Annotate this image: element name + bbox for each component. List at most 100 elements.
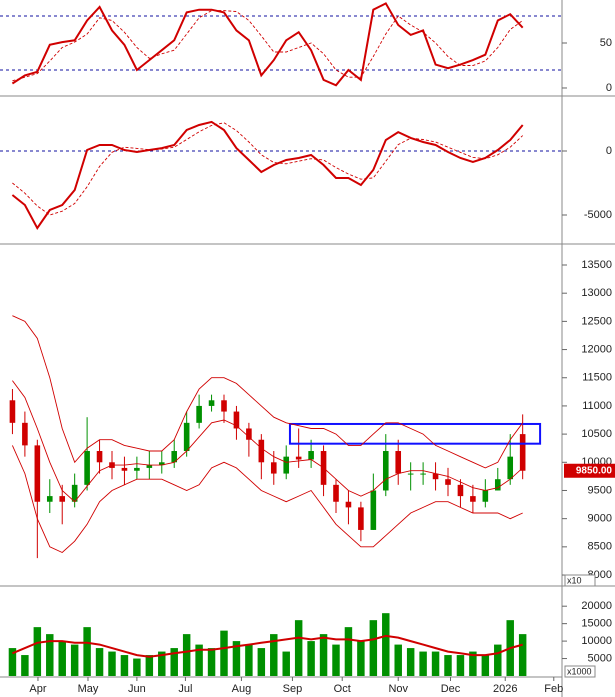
candle-body: [171, 451, 178, 463]
candle-body: [507, 456, 514, 480]
candle-body: [246, 428, 252, 440]
candle-body: [9, 400, 16, 423]
volume-bar: [444, 655, 452, 676]
last-price-box: [564, 463, 615, 478]
candle-body: [407, 473, 414, 475]
volume-bar: [158, 651, 166, 676]
volume-bar: [170, 648, 178, 676]
y-tick-label: 5000: [588, 652, 612, 664]
x-tick-label: Sep: [283, 683, 303, 695]
last-price-label: 9850.00: [576, 465, 613, 476]
candle-body: [96, 451, 103, 463]
candle-body: [134, 467, 140, 471]
volume-bar: [270, 634, 278, 676]
series-line: [12, 315, 524, 469]
volume-bar: [70, 644, 79, 676]
volume-bar: [382, 613, 390, 676]
y-tick-label: 15000: [581, 618, 612, 630]
candle-body: [382, 451, 389, 491]
y-tick-label: 0: [606, 82, 612, 94]
candle-body: [283, 456, 290, 474]
volume-bar: [357, 641, 365, 676]
unit-bg: [564, 665, 596, 678]
volume-bar: [282, 651, 290, 676]
candle-body: [395, 451, 402, 474]
y-tick-label: 50: [600, 37, 612, 49]
volume-bar: [332, 644, 340, 676]
volume-bar: [481, 655, 490, 676]
candle-body: [295, 456, 302, 460]
candle-body: [482, 490, 489, 502]
volume-bar: [232, 641, 241, 676]
series-line: [12, 380, 524, 503]
x-tick-label: Aug: [232, 683, 252, 695]
y-tick-label: 8500: [588, 541, 612, 553]
volume-bar: [182, 634, 191, 676]
volume-bar: [133, 658, 141, 676]
x-tick-label: 2026: [493, 683, 517, 695]
y-tick-label: 13500: [581, 259, 612, 271]
volume-bar: [419, 651, 427, 676]
x-tick-label: Feb: [544, 683, 563, 695]
candle-body: [308, 451, 314, 460]
candle-body: [370, 490, 377, 530]
y-tick-label: 10000: [581, 635, 612, 647]
y-tick-label: 11500: [582, 372, 612, 384]
volume-bar: [369, 620, 378, 676]
candle-body: [233, 411, 240, 429]
candle-body: [208, 400, 215, 406]
candle-body: [470, 496, 476, 502]
candle-body: [345, 501, 352, 508]
series-line: [11, 2, 524, 87]
y-unit-label: x10: [567, 575, 582, 585]
volume-bar: [307, 641, 315, 676]
y-tick-label: 13000: [581, 287, 612, 299]
candle-body: [46, 496, 53, 502]
volume-bar: [120, 655, 129, 676]
volume-bar: [108, 651, 116, 676]
x-tick-label: Apr: [29, 683, 46, 695]
series-line: [11, 445, 523, 554]
volume-bar: [46, 634, 54, 676]
x-tick-label: Dec: [441, 683, 461, 695]
volume-bar: [83, 627, 91, 676]
x-tick-label: May: [78, 683, 99, 695]
series-line: [12, 122, 524, 216]
candle-body: [34, 445, 41, 502]
volume-bar: [95, 648, 104, 676]
x-tick-label: Nov: [388, 683, 408, 695]
candle-body: [420, 473, 426, 475]
volume-bar: [469, 651, 477, 676]
volume-bar: [319, 634, 328, 676]
unit-bg: [564, 574, 596, 587]
candle-body: [59, 496, 66, 502]
volume-bar: [21, 655, 29, 676]
volume-bar: [207, 648, 216, 676]
volume-bar: [431, 651, 440, 676]
candle-body: [121, 467, 128, 471]
volume-bar: [494, 644, 502, 676]
highlight-box: [288, 422, 542, 445]
candle-body: [445, 479, 451, 485]
volume-bar: [518, 634, 527, 676]
x-tick-label: Jun: [128, 683, 146, 695]
series-line: [12, 634, 523, 658]
y-tick-label: -5000: [584, 209, 612, 221]
y-tick-label: 12000: [581, 343, 612, 355]
y-tick-label: 10500: [581, 428, 612, 440]
volume-bar: [145, 655, 154, 676]
volume-bar: [394, 644, 402, 676]
candle-body: [22, 422, 28, 446]
x-tick-label: Oct: [334, 683, 351, 695]
y-tick-label: 20000: [581, 600, 612, 612]
volume-bar: [344, 627, 353, 676]
candle-body: [494, 479, 501, 491]
candle-body: [333, 484, 339, 502]
volume-bar: [33, 627, 42, 676]
candle-body: [196, 405, 202, 423]
candle-body: [432, 473, 439, 480]
volume-bar: [195, 644, 203, 676]
candle-body: [183, 422, 190, 452]
candle-body: [158, 462, 165, 466]
